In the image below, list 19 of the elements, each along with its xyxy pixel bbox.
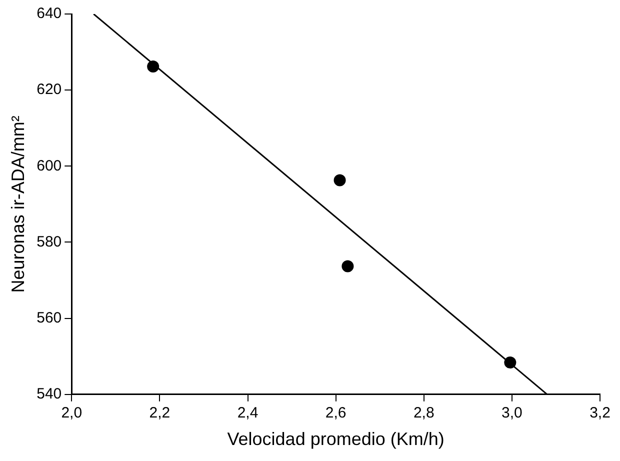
point (342, 260, 354, 272)
x-axis-title: Velocidad promedio (Km/h) (227, 429, 444, 450)
point (147, 60, 160, 72)
point (504, 356, 516, 368)
y-tick-label: 640 (36, 5, 62, 22)
x-tick-label: 2,0 (61, 404, 82, 422)
x-tick-label: 2,6 (325, 404, 346, 422)
y-tick-label: 600 (36, 157, 62, 174)
y-axis-title: Neuronas ir-ADA/mm² (8, 116, 28, 293)
y-tick-label: 540 (36, 386, 62, 403)
x-tick-label: 3,0 (502, 404, 522, 422)
x-tick-label: 3,2 (590, 404, 610, 422)
point (334, 174, 346, 186)
x-tick-label: 2,8 (413, 404, 434, 422)
x-tick-label: 2,2 (149, 404, 170, 422)
x-tick-label: 2,4 (237, 404, 258, 422)
y-tick-label: 620 (36, 81, 62, 98)
y-tick-label: 580 (36, 233, 62, 250)
y-tick-label: 560 (36, 309, 62, 326)
